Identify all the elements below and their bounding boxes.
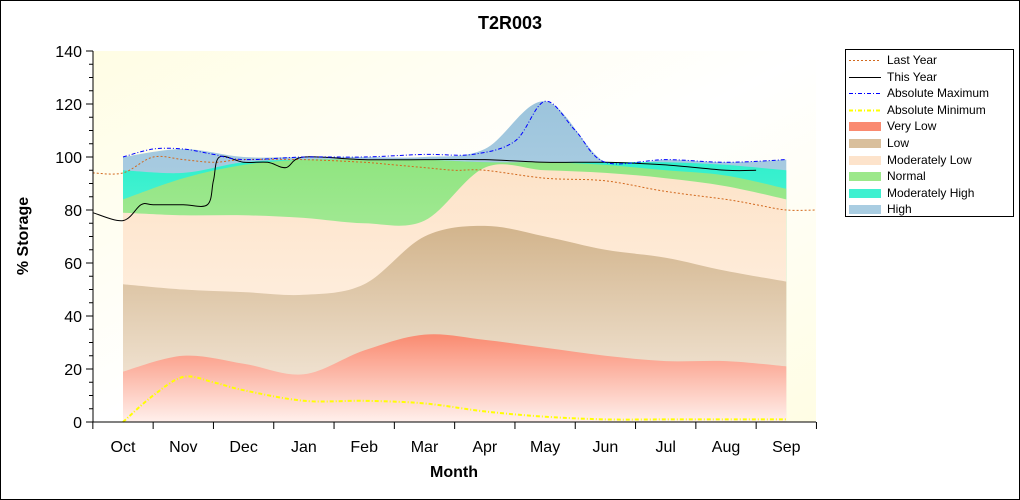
x-tick-label: Jan xyxy=(291,439,317,456)
series-last-year xyxy=(92,155,817,211)
y-tick-label: 140 xyxy=(55,44,82,61)
legend-item: Absolute Maximum xyxy=(846,85,1013,101)
legend-item: Very Low xyxy=(846,118,1013,134)
chart-title: T2R003 xyxy=(477,13,543,33)
x-tick-label: Apr xyxy=(472,439,498,456)
legend-label: Moderately High xyxy=(887,185,975,200)
x-tick-label: Jul xyxy=(655,439,675,456)
legend-label: Normal xyxy=(887,169,926,184)
legend-item: Moderately Low xyxy=(846,152,1013,168)
legend-fill-sample xyxy=(849,122,881,132)
x-tick-label: May xyxy=(530,439,560,456)
legend-fill-sample xyxy=(849,205,881,215)
lines-layer xyxy=(92,100,817,423)
legend-label: High xyxy=(887,202,912,217)
x-tick-label: Mar xyxy=(411,439,439,456)
axes-layer: 0 20 40 60 80 100 120 140 Oct Nov Dec Jan Feb Mar Apr M… xyxy=(55,44,817,456)
legend-item: Absolute Minimum xyxy=(846,102,1013,118)
x-axis-label: Month xyxy=(430,464,478,481)
bands-layer xyxy=(123,101,787,423)
series-this-year xyxy=(92,155,757,222)
y-tick-label: 40 xyxy=(64,309,82,326)
legend-swatch xyxy=(849,172,881,182)
legend-item: Low xyxy=(846,135,1013,151)
legend-label: Low xyxy=(887,136,910,150)
x-tick-label: Oct xyxy=(111,439,136,456)
legend-swatch xyxy=(849,122,881,132)
legend-fill-sample xyxy=(849,139,881,148)
legend-swatch xyxy=(849,93,881,95)
legend-item: Normal xyxy=(846,168,1013,184)
legend-fill-sample xyxy=(849,172,881,182)
y-tick-label: 20 xyxy=(64,362,82,379)
legend-item: Moderately High xyxy=(846,185,1013,201)
y-tick-label: 0 xyxy=(73,415,82,432)
legend-swatch xyxy=(849,139,881,148)
y-tick-label: 80 xyxy=(64,203,82,220)
legend-fill-sample xyxy=(849,155,881,165)
legend-label: Moderately Low xyxy=(887,152,972,167)
legend: Last Year This Year Absolute Maximum Absolu… xyxy=(845,49,1014,217)
x-tick-label: Sep xyxy=(772,439,801,456)
legend-label: This Year xyxy=(887,69,938,84)
x-tick-label: Aug xyxy=(712,439,740,456)
legend-item: This Year xyxy=(846,69,1013,85)
series-absolute-minimum xyxy=(122,375,787,423)
legend-label: Absolute Minimum xyxy=(887,102,986,117)
x-tick-label: Jun xyxy=(593,439,619,456)
legend-item: Last Year xyxy=(846,52,1013,68)
legend-swatch xyxy=(849,188,881,198)
y-tick-label: 120 xyxy=(55,97,82,114)
y-tick-label: 60 xyxy=(64,256,82,273)
legend-swatch xyxy=(849,60,881,61)
x-tick-label: Nov xyxy=(169,439,197,456)
legend-label: Last Year xyxy=(887,53,938,67)
legend-swatch xyxy=(849,155,881,165)
legend-fill-sample xyxy=(849,188,881,198)
legend-item: High xyxy=(846,201,1013,217)
band-very-low xyxy=(123,334,787,422)
legend-swatch xyxy=(849,109,881,112)
x-tick-label: Dec xyxy=(229,439,257,456)
legend-swatch xyxy=(849,76,881,78)
legend-swatch xyxy=(849,205,881,215)
y-tick-label: 100 xyxy=(55,150,82,167)
x-tick-label: Feb xyxy=(350,439,378,456)
legend-label: Absolute Maximum xyxy=(887,86,990,101)
legend-label: Very Low xyxy=(887,119,937,134)
